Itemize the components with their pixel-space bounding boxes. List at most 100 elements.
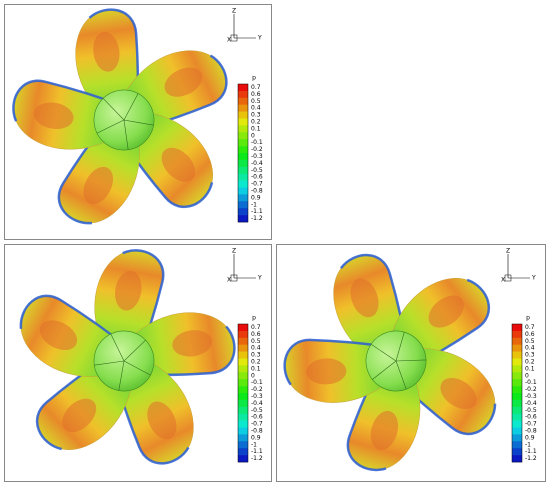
colorbar-title: p (526, 315, 530, 322)
colorbar-title: p (252, 315, 256, 322)
colorbar-label: 0.6 (251, 91, 261, 98)
propeller (19, 249, 236, 465)
axis-x (230, 274, 238, 282)
colorbar-label: -1.1 (525, 448, 537, 455)
hub-seam (395, 359, 426, 362)
colorbar-band (238, 201, 248, 209)
colorbar-label: -0.8 (251, 427, 263, 434)
colorbar-band (238, 90, 248, 99)
propeller (12, 8, 228, 225)
colorbar-band (238, 159, 248, 168)
hub-seam (118, 360, 125, 391)
colorbar-label: 0.7 (525, 324, 535, 331)
colorbar-band (512, 420, 522, 428)
colorbar-label: -0.5 (251, 167, 263, 174)
colorbar-label: 0.5 (251, 338, 261, 345)
colorbar-band (238, 153, 248, 161)
colorbar-band (238, 420, 248, 428)
hub-seam (123, 360, 151, 376)
axis-x (504, 274, 512, 282)
colorbar-band (238, 139, 248, 147)
colorbar-band (238, 351, 248, 359)
blade-hotspot (62, 398, 97, 433)
axis-x (230, 34, 238, 42)
colorbar-band (512, 393, 522, 401)
axis-label-x: X (501, 277, 505, 284)
colorbar-band (238, 344, 248, 352)
colorbar-band (512, 324, 522, 332)
blade-hotspot (93, 31, 120, 72)
colorbar-label: 0.7 (251, 324, 261, 331)
blade-hotspot (147, 401, 177, 440)
axis-label-y: Y (257, 275, 262, 282)
colorbar-label: -0.6 (525, 414, 537, 421)
colorbar-label: -0.3 (251, 393, 263, 400)
colorbar-label: -1 (251, 201, 257, 208)
panel: ZX Yp0.70.60.50.40.30.20.10-0.1-0.2-0.3-0… (4, 4, 272, 240)
colorbar-band (238, 215, 248, 223)
colorbar-band (512, 386, 522, 394)
colorbar-band (512, 351, 522, 359)
blade-hotspot (370, 410, 399, 451)
colorbar-label: 0 (525, 372, 529, 379)
colorbar-label: -1.2 (251, 455, 263, 462)
colorbar-band (238, 358, 248, 366)
blade-hotspot (350, 278, 379, 318)
colorbar-band (238, 187, 248, 195)
colorbar-label: -0.4 (251, 160, 263, 167)
colorbar-band (238, 166, 248, 174)
colorbar-label: 0.4 (251, 105, 261, 112)
colorbar-band (238, 441, 248, 449)
colorbar-band (512, 372, 522, 380)
colorbar-band (238, 180, 248, 188)
panel: ZX Yp0.70.60.50.40.30.20.10-0.1-0.2-0.3-0… (276, 244, 546, 482)
blade-hotspot (33, 102, 74, 129)
colorbar-label: -0.5 (525, 407, 537, 414)
colorbar-label: -0.4 (251, 400, 263, 407)
colorbar-label: 0.6 (525, 331, 535, 338)
blade-hotspot (83, 166, 114, 205)
colorbar-label: 0.2 (525, 358, 535, 365)
colorbar-label: 0.3 (525, 352, 535, 359)
colorbar-band (238, 146, 248, 154)
colorbar-label: -1.1 (251, 448, 263, 455)
colorbar-label: 0.1 (251, 365, 261, 372)
colorbar-band (512, 337, 522, 345)
axis-label-z: Z (506, 248, 510, 255)
colorbar-band (238, 427, 248, 435)
propeller (283, 253, 497, 472)
hub-seam (123, 119, 129, 150)
colorbar-band (238, 173, 248, 181)
colorbar-label: -0.5 (251, 407, 263, 414)
hub-seam (395, 332, 405, 362)
colorbar-band (512, 379, 522, 387)
colorbar-band (512, 399, 522, 408)
hub-seam (123, 119, 154, 126)
colorbar-band (238, 194, 248, 202)
colorbar-band (512, 413, 522, 421)
colorbar-band (238, 111, 248, 119)
colorbar-band (238, 393, 248, 401)
colorbar-label: 0.3 (251, 352, 261, 359)
colorbar-band (238, 84, 248, 92)
colorbar-band (512, 434, 522, 442)
hub-seam (123, 339, 146, 362)
colorbar-title: p (252, 75, 256, 82)
colorbar-label: 0.1 (525, 365, 535, 372)
panel: ZX Yp0.70.60.50.40.30.20.10-0.1-0.2-0.3-0… (4, 244, 272, 482)
colorbar-label: -0.2 (525, 386, 537, 393)
blade-hotspot (115, 270, 142, 311)
colorbar-label: -0.1 (525, 379, 537, 386)
hub-seam (395, 360, 407, 390)
colorbar-frame (237, 323, 249, 463)
colorbar-band (238, 330, 248, 339)
colorbar-band (238, 406, 248, 414)
colorbar-band (238, 104, 248, 112)
colorbar-band (238, 97, 248, 105)
colorbar-label: 0.5 (251, 98, 261, 105)
colorbar-band (512, 448, 522, 456)
colorbar-label: 0.4 (251, 345, 261, 352)
hub-seam (110, 333, 125, 362)
colorbar-label: -0.1 (251, 139, 263, 146)
blade-hotspot (306, 358, 347, 385)
